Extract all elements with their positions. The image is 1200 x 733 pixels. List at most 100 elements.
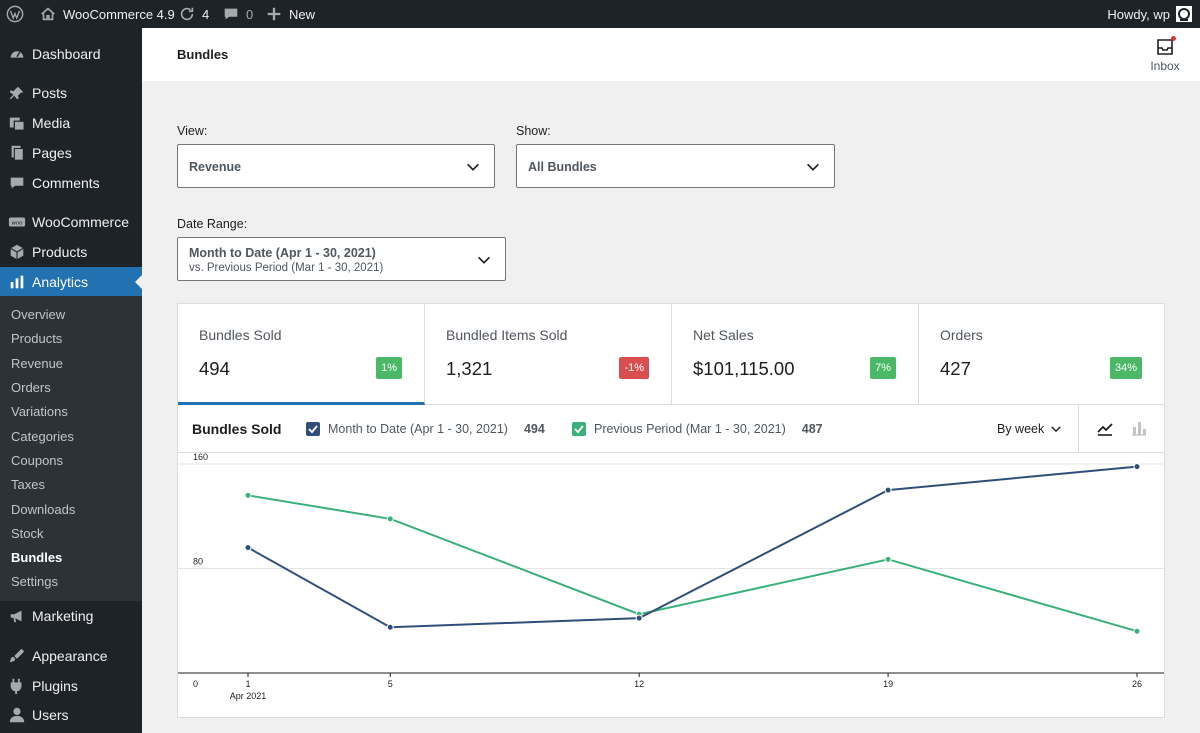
submenu-item-coupons[interactable]: Coupons — [11, 453, 64, 468]
svg-text:woo: woo — [12, 220, 23, 226]
submenu-item-products[interactable]: Products — [11, 331, 63, 346]
stat-value: 1,321 — [446, 358, 493, 379]
summary-net-sales[interactable]: Net Sales $101,115.00 7% — [672, 304, 919, 405]
delta-badge: -1% — [619, 357, 649, 379]
submenu-item-orders[interactable]: Orders — [11, 380, 51, 395]
checkbox-checked-icon[interactable] — [572, 422, 586, 436]
x-tick-label: 19 — [883, 679, 893, 689]
brush-icon — [8, 647, 26, 665]
interval-value: By week — [997, 422, 1045, 436]
show-select[interactable]: All Bundles — [516, 144, 835, 188]
chart-header: Bundles Sold Month to Date (Apr 1 - 30, … — [178, 405, 1164, 453]
interval-select[interactable]: By week — [997, 422, 1063, 436]
line-chart-toggle[interactable] — [1095, 418, 1115, 438]
megaphone-icon — [8, 607, 26, 625]
admin-sidebar: Dashboard Posts Media Pages Comments woo… — [0, 28, 142, 733]
stat-value: 427 — [940, 358, 971, 379]
sidebar-item-label: Appearance — [32, 648, 108, 664]
notification-dot — [1171, 36, 1176, 41]
submenu-item-overview[interactable]: Overview — [11, 307, 66, 322]
sidebar-item-plugins[interactable]: Plugins — [0, 671, 142, 701]
sidebar-item-users[interactable]: Users — [0, 700, 142, 730]
sidebar-item-media[interactable]: Media — [0, 108, 142, 138]
sidebar-item-marketing[interactable]: Marketing — [0, 601, 142, 631]
updates-link[interactable]: 4 — [178, 0, 209, 28]
sidebar-item-label: Analytics — [32, 274, 89, 290]
dashboard-icon — [8, 45, 26, 63]
site-name-link[interactable]: WooCommerce 4.9 — [39, 0, 175, 28]
series-line — [247, 494, 1138, 633]
chevron-down-icon — [804, 158, 822, 176]
show-label: Show: — [516, 124, 551, 138]
inbox-icon — [1155, 36, 1176, 57]
summary-orders[interactable]: Orders 427 34% — [919, 304, 1164, 405]
submenu-item-revenue[interactable]: Revenue — [11, 356, 64, 371]
legend-item-current[interactable]: Month to Date (Apr 1 - 30, 2021) 494 — [306, 422, 545, 436]
stat-value: $101,115.00 — [693, 358, 795, 379]
view-select[interactable]: Revenue — [177, 144, 495, 188]
comment-icon — [8, 174, 26, 192]
sidebar-item-products[interactable]: Products — [0, 237, 142, 267]
submenu-item-taxes[interactable]: Taxes — [11, 477, 45, 492]
bar-chart-toggle[interactable] — [1129, 418, 1149, 438]
date-range-compare: vs. Previous Period (Mar 1 - 30, 2021) — [189, 262, 384, 274]
data-point — [386, 515, 394, 523]
sidebar-item-pages[interactable]: Pages — [0, 138, 142, 168]
legend-total: 494 — [523, 422, 545, 436]
sidebar-item-label: Dashboard — [32, 46, 101, 62]
legend-total: 487 — [801, 422, 823, 436]
sidebar-item-dashboard[interactable]: Dashboard — [0, 39, 142, 69]
site-name: WooCommerce 4.9 — [63, 6, 175, 22]
line-chart-icon — [1095, 418, 1115, 438]
avatar-icon — [1176, 6, 1192, 22]
date-range-value: Month to Date (Apr 1 - 30, 2021) — [189, 246, 376, 260]
line-chart: 0 80 160 1 5 12 19 26 Apr 2021 — [178, 453, 1164, 701]
data-point — [386, 623, 394, 631]
data-point — [1133, 463, 1141, 471]
submenu-item-bundles[interactable]: Bundles — [11, 550, 63, 565]
stat-label: Orders — [940, 327, 983, 343]
x-tick-label: 5 — [388, 679, 393, 689]
media-icon — [8, 114, 26, 132]
new-label: New — [289, 6, 316, 22]
comments-link[interactable]: 0 — [222, 0, 253, 28]
date-range-label: Date Range: — [177, 217, 248, 231]
sidebar-item-analytics[interactable]: Analytics — [0, 267, 142, 297]
wordpress-logo-button[interactable] — [6, 0, 24, 28]
submenu-item-stock[interactable]: Stock — [11, 526, 44, 541]
legend-label: Month to Date (Apr 1 - 30, 2021) — [328, 422, 508, 436]
submenu-item-settings[interactable]: Settings — [11, 574, 58, 589]
submenu-item-categories[interactable]: Categories — [11, 429, 74, 444]
show-select-value: All Bundles — [528, 160, 597, 174]
checkbox-checked-icon[interactable] — [306, 422, 320, 436]
view-label: View: — [177, 124, 208, 138]
delta-badge: 34% — [1109, 357, 1142, 379]
sidebar-item-appearance[interactable]: Appearance — [0, 641, 142, 671]
data-point — [244, 544, 252, 552]
summary-bundled-items-sold[interactable]: Bundled Items Sold 1,321 -1% — [425, 304, 672, 405]
chevron-down-icon — [475, 251, 493, 269]
x-tick-label: 26 — [1132, 679, 1142, 689]
delta-badge: 1% — [376, 357, 402, 379]
date-range-picker[interactable]: Month to Date (Apr 1 - 30, 2021) vs. Pre… — [177, 237, 506, 281]
inbox-button[interactable]: Inbox — [1136, 36, 1194, 75]
sidebar-item-woocommerce[interactable]: woo WooCommerce — [0, 207, 142, 237]
chart-panel: Bundles Sold Month to Date (Apr 1 - 30, … — [177, 405, 1165, 718]
sidebar-item-comments[interactable]: Comments — [0, 168, 142, 198]
legend-item-previous[interactable]: Previous Period (Mar 1 - 30, 2021) 487 — [572, 422, 823, 436]
new-content-link[interactable]: New — [265, 0, 315, 28]
stat-label: Net Sales — [693, 327, 754, 343]
divider — [1078, 405, 1079, 453]
submenu-item-variations[interactable]: Variations — [11, 404, 68, 419]
stat-label: Bundles Sold — [199, 327, 282, 343]
y-tick-label: 0 — [193, 679, 198, 689]
account-menu[interactable]: Howdy, wp — [1107, 0, 1192, 28]
data-point — [635, 614, 643, 622]
data-point — [884, 486, 892, 494]
sidebar-item-posts[interactable]: Posts — [0, 78, 142, 108]
refresh-icon — [178, 5, 196, 23]
box-icon — [8, 243, 26, 261]
submenu-item-downloads[interactable]: Downloads — [11, 502, 76, 517]
sidebar-item-label: Plugins — [32, 678, 78, 694]
summary-bundles-sold[interactable]: Bundles Sold 494 1% — [178, 304, 425, 405]
